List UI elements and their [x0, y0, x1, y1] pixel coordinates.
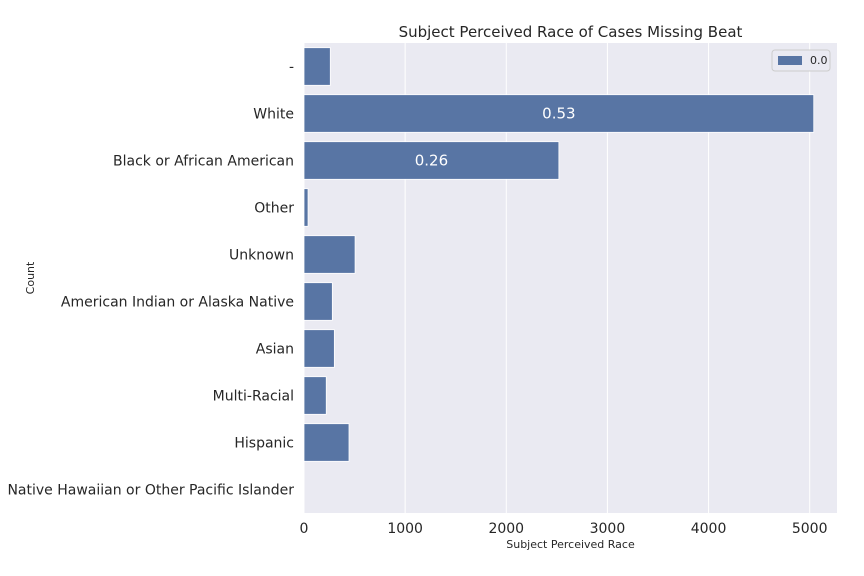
- bar-value-label: 0.26: [415, 152, 448, 170]
- bar: [303, 235, 356, 274]
- category-label: Black or African American: [113, 154, 294, 170]
- category-label: Hispanic: [234, 436, 294, 452]
- bar-value-labels: 0.53 0.26: [415, 105, 576, 170]
- bar: [303, 329, 335, 368]
- bar: [303, 94, 815, 133]
- x-tick-label: 0: [300, 521, 309, 537]
- x-tick-label: 3000: [590, 521, 626, 537]
- category-label: -: [289, 60, 294, 76]
- bar: [303, 376, 327, 415]
- bar: [303, 141, 560, 180]
- bar: [303, 47, 331, 86]
- category-label: Other: [254, 201, 294, 217]
- x-tick-label: 4000: [691, 521, 727, 537]
- category-label: American Indian or Alaska Native: [61, 295, 294, 311]
- x-axis-label: Subject Perceived Race: [506, 538, 635, 551]
- bar: [303, 188, 309, 227]
- bar: [303, 282, 333, 321]
- x-tick-label: 5000: [792, 521, 828, 537]
- bars: [303, 47, 815, 462]
- legend-label: 0.0: [810, 54, 828, 67]
- x-tick-label: 2000: [488, 521, 524, 537]
- bar-value-label: 0.53: [542, 105, 575, 123]
- x-tick-label: 1000: [387, 521, 423, 537]
- category-label: Multi-Racial: [213, 389, 294, 405]
- category-label: Native Hawaiian or Other Pacific Islande…: [7, 483, 294, 499]
- legend: 0.0: [771, 49, 831, 72]
- category-labels: - White Black or African American Other Unkn…: [7, 60, 294, 499]
- y-axis-label: Count: [24, 261, 37, 294]
- chart-title: Subject Perceived Race of Cases Missing …: [399, 23, 743, 41]
- category-label: Unknown: [229, 248, 294, 264]
- category-label: Asian: [256, 342, 294, 358]
- category-label: White: [253, 107, 294, 123]
- legend-swatch: [778, 56, 802, 65]
- x-tick-labels: 0 1000 2000 3000 4000 5000: [300, 521, 828, 537]
- bar: [303, 423, 350, 462]
